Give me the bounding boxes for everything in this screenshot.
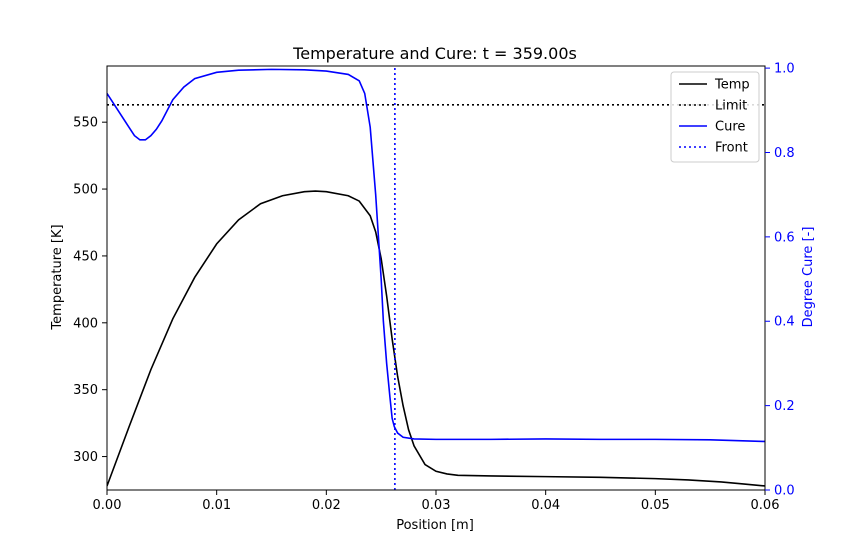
legend-label-cure: Cure bbox=[715, 120, 745, 135]
axes-layer: 0.00 0.01 0.02 0.03 0.04 0.05 0.06 300 350 400 450… bbox=[73, 62, 795, 513]
legend-label-limit: Limit bbox=[715, 99, 747, 114]
x-tick-label: 0.03 bbox=[422, 498, 451, 513]
y2-axis-label: Degree Cure [-] bbox=[801, 227, 816, 328]
y2-tick-label: 0.6 bbox=[774, 230, 795, 245]
y-tick-label: 500 bbox=[73, 183, 98, 198]
legend-label-front: Front bbox=[715, 141, 748, 156]
y2-tick-label: 0.2 bbox=[774, 399, 795, 414]
y-tick-label: 450 bbox=[73, 249, 98, 264]
legend-box bbox=[670, 71, 760, 163]
x-tick-label: 0.04 bbox=[531, 498, 560, 513]
series-line-cure bbox=[107, 68, 765, 443]
y2-tick-label: 1.0 bbox=[774, 62, 795, 77]
y-tick-label: 400 bbox=[73, 316, 98, 331]
y-tick-label: 350 bbox=[73, 383, 98, 398]
series-line-temp bbox=[107, 190, 765, 487]
x-tick-label: 0.02 bbox=[312, 498, 341, 513]
plot-frame bbox=[106, 65, 766, 491]
x-tick-label: 0.01 bbox=[202, 498, 231, 513]
y-tick-label: 550 bbox=[73, 116, 98, 131]
y2-tick-label: 0.4 bbox=[774, 315, 795, 330]
y2-tick-label: 0.0 bbox=[774, 484, 795, 499]
x-axis-label: Position [m] bbox=[396, 518, 474, 533]
x-tick-label: 0.06 bbox=[751, 498, 780, 513]
x-tick-label: 0.05 bbox=[641, 498, 670, 513]
chart-title: Temperature and Cure: t = 359.00s bbox=[292, 44, 577, 63]
y2-tick-label: 0.8 bbox=[774, 146, 795, 161]
series-layer bbox=[107, 66, 765, 490]
y-tick-label: 300 bbox=[73, 450, 98, 465]
x-tick-label: 0.00 bbox=[93, 498, 122, 513]
legend: Temp Limit Cure Front bbox=[670, 71, 760, 163]
legend-label-temp: Temp bbox=[714, 78, 750, 93]
y-axis-label: Temperature [K] bbox=[50, 224, 65, 330]
